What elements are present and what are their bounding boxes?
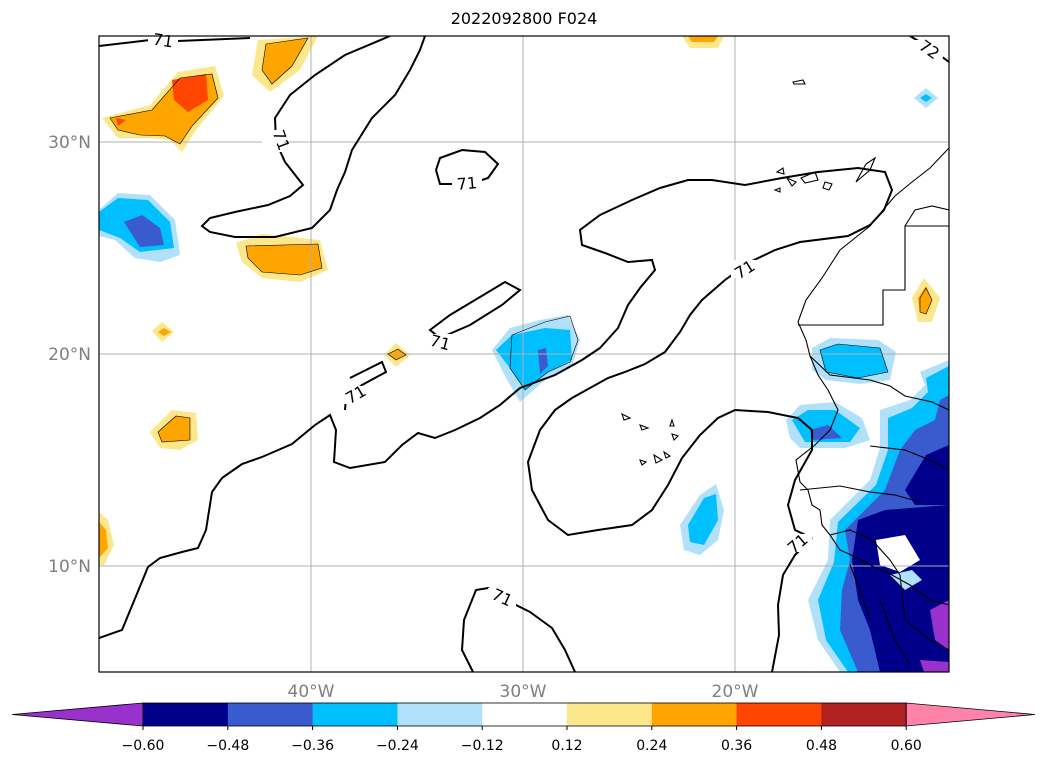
- shading-outline-layer: [109, 37, 933, 443]
- contour-label: 71: [784, 530, 812, 558]
- colorbar-tick-label: 0.36: [721, 738, 752, 754]
- map-title: 2022092800 F024: [450, 9, 598, 28]
- longitude-labels: 40°W 30°W 20°W: [288, 682, 759, 702]
- positive-anomaly-patch: [236, 234, 328, 282]
- negative-anomaly-patch: [808, 360, 949, 672]
- negative-anomaly-patch: [920, 94, 932, 102]
- colorbar-tick-label: −0.12: [461, 738, 504, 754]
- positive-anomaly-patch: [150, 410, 198, 450]
- colorbar-tick-label: −0.36: [291, 738, 334, 754]
- colorbar-segment: [736, 703, 822, 726]
- negative-anomaly-patch: [786, 402, 870, 448]
- lon-label: 30°W: [500, 682, 547, 702]
- negative-anomaly-patch: [680, 484, 724, 555]
- positive-anomaly-patch: [682, 36, 724, 48]
- colorbar-segment: [227, 703, 314, 726]
- positive-anomaly-patch: [102, 66, 224, 152]
- colorbar-segment: [312, 703, 398, 726]
- shaded-field-layer: [99, 36, 949, 672]
- coastline-layer: [621, 79, 949, 666]
- positive-anomaly-patch: [912, 278, 940, 322]
- negative-anomaly-patch: [820, 344, 888, 378]
- colorbar-tick-label: −0.48: [206, 738, 249, 754]
- graticule: [99, 36, 949, 672]
- lon-label: 20°W: [712, 682, 759, 702]
- colorbar-tick-label: 0.12: [551, 738, 582, 754]
- contour-label: 71: [456, 173, 478, 194]
- negative-anomaly-patch: [99, 193, 180, 262]
- colorbar-segment: [567, 703, 653, 726]
- colorbar-segment: [397, 703, 483, 726]
- colorbar-tick-label: 0.24: [636, 738, 667, 754]
- colorbar-segment: [143, 703, 229, 726]
- lon-label: 40°W: [288, 682, 335, 702]
- colorbar-segment: [482, 703, 568, 726]
- colorbar: −0.60 −0.48 −0.36 −0.24 −0.12 0.12 0.24 0.36 0.4…: [11, 702, 1036, 754]
- latitude-labels: 10°N 20°N 30°N: [48, 133, 91, 577]
- colorbar-segment: [821, 703, 907, 726]
- positive-anomaly-patch: [158, 328, 171, 336]
- colorbar-tick-label: 0.60: [891, 738, 922, 754]
- colorbar-tick-label: 0.48: [806, 738, 837, 754]
- lat-label: 10°N: [48, 557, 91, 577]
- lat-label: 30°N: [48, 133, 91, 153]
- positive-anomaly-patch: [99, 512, 114, 565]
- positive-anomaly-patch: [252, 36, 318, 92]
- colorbar-segment: [651, 703, 738, 726]
- colorbar-extend-low: [11, 702, 144, 727]
- colorbar-extend-high: [905, 702, 1036, 727]
- negative-anomaly-patch: [492, 315, 580, 402]
- colorbar-tick-label: −0.24: [376, 738, 419, 754]
- lat-label: 20°N: [48, 345, 91, 365]
- contour-label: 71: [428, 331, 453, 355]
- map-frame: [98, 35, 950, 673]
- colorbar-tick-label: −0.60: [122, 738, 165, 754]
- contour-label: 71: [152, 30, 175, 52]
- colorbar-frame: [142, 702, 907, 727]
